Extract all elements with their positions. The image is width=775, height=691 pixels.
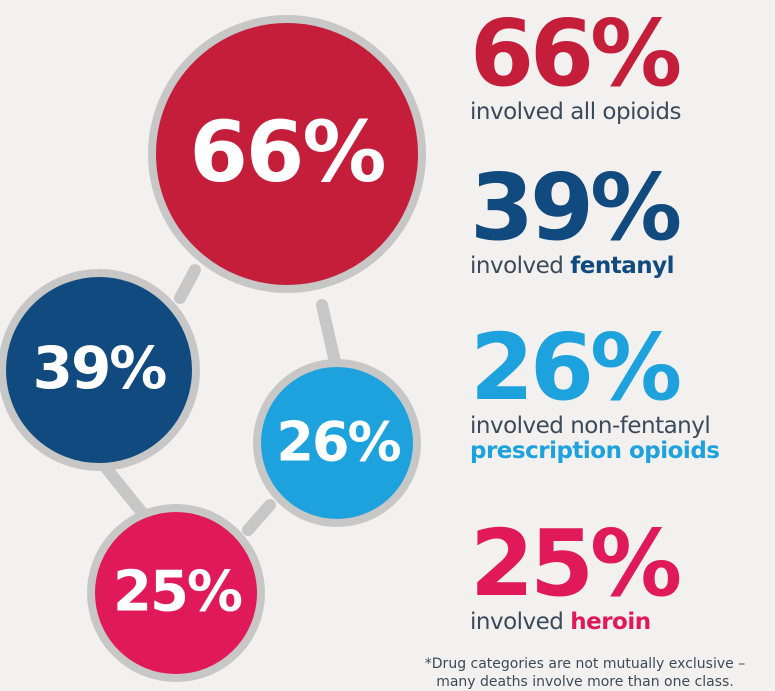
stat-heroin: 25% involved heroin (470, 510, 682, 635)
bubble-label-non-fentanyl-rx: 26% (276, 410, 401, 474)
stat-desc-highlight: heroin (570, 609, 651, 635)
connector-26-25 (242, 499, 276, 536)
footnote-line: *Drug categories are not mutually exclus… (424, 656, 746, 672)
stat-desc-text: involved (470, 253, 571, 279)
connector-66-26 (316, 299, 341, 368)
stat-value: 66% (470, 0, 682, 107)
connector-66-39 (174, 264, 201, 304)
bubble-network (0, 15, 426, 682)
bubble-all-opioids (148, 15, 426, 293)
bubble-label-all-opioids: 66% (189, 103, 386, 201)
stat-desc-highlight: fentanyl (570, 253, 674, 279)
stat-desc-text: involved non-fentanyl (470, 413, 711, 439)
stat-value: 39% (470, 154, 682, 261)
stat-non-fentanyl-rx: 26% involved non-fentanyl prescription op… (470, 314, 720, 464)
footnote: *Drug categories are not mutually exclus… (400, 655, 770, 691)
stat-value: 25% (470, 510, 682, 617)
footnote-line: many deaths involve more than one class. (436, 674, 734, 690)
stat-description: involved all opioids (470, 99, 682, 125)
bubble-label-heroin: 25% (112, 559, 243, 625)
stat-desc-text: involved all opioids (470, 99, 682, 125)
stat-value: 26% (470, 314, 682, 421)
bubble-fentanyl (0, 269, 200, 471)
bubble-label-fentanyl: 39% (32, 334, 168, 402)
stat-description: involved fentanyl (470, 254, 678, 279)
stat-description: involved heroin (470, 610, 678, 635)
bubble-non-fentanyl-rx (253, 359, 421, 527)
bubble-heroin (87, 504, 265, 682)
stat-fentanyl: 39% involved fentanyl (470, 154, 682, 279)
stat-description: involved non-fentanyl prescription opioid… (470, 413, 720, 464)
stat-all-opioids: 66% involved all opioids (470, 0, 682, 125)
stat-desc-text: involved (470, 609, 571, 635)
stat-desc-highlight: prescription opioids (470, 438, 720, 464)
